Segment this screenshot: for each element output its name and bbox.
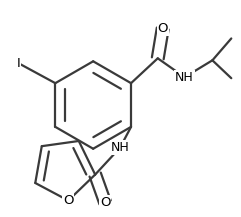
Text: NH: NH	[111, 141, 129, 154]
Text: NH: NH	[175, 71, 194, 84]
Text: O: O	[63, 194, 74, 207]
Text: O: O	[157, 22, 168, 35]
Text: O: O	[100, 196, 110, 209]
Text: I: I	[17, 57, 20, 70]
